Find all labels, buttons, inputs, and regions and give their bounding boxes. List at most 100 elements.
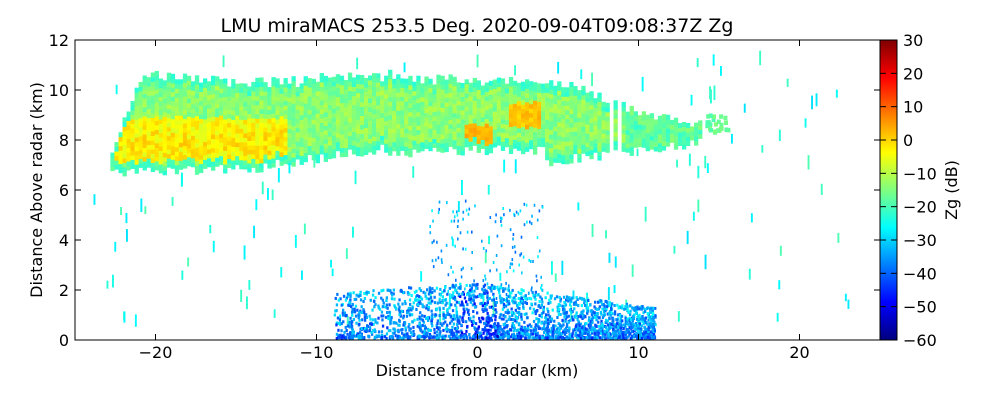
radar-cell xyxy=(423,335,426,339)
radar-cell xyxy=(398,318,401,322)
radar-cell xyxy=(335,128,341,134)
radar-cell xyxy=(512,107,518,113)
radar-cell xyxy=(456,210,458,214)
radar-cell xyxy=(287,142,292,148)
radar-cell xyxy=(279,138,284,144)
radar-cell xyxy=(307,91,312,97)
radar-cell xyxy=(343,138,349,144)
radar-cell xyxy=(231,133,236,138)
radar-cell xyxy=(259,126,264,132)
radar-cell xyxy=(436,322,439,326)
radar-cell xyxy=(565,335,568,339)
radar-cell xyxy=(295,91,300,97)
radar-cell xyxy=(162,147,167,153)
radar-cell xyxy=(545,110,550,116)
radar-cell xyxy=(597,334,600,338)
radar-cell xyxy=(219,137,224,143)
radar-cell xyxy=(231,155,236,161)
radar-cell xyxy=(525,142,530,148)
radar-cell xyxy=(541,88,546,94)
radar-cell xyxy=(207,153,212,159)
radar-cell xyxy=(433,289,436,293)
radar-cell xyxy=(134,137,139,143)
radar-cell xyxy=(476,54,479,68)
radar-cell xyxy=(643,310,647,313)
radar-cell xyxy=(636,317,639,321)
radar-cell xyxy=(400,123,405,129)
radar-cell xyxy=(319,82,324,87)
radar-cell xyxy=(448,83,453,89)
radar-cell xyxy=(106,280,109,289)
radar-cell xyxy=(190,126,196,132)
radar-cell xyxy=(219,155,224,161)
radar-cell xyxy=(231,101,236,107)
radar-cell xyxy=(114,160,119,166)
radar-cell xyxy=(637,324,640,328)
radar-cell xyxy=(118,141,123,147)
radar-cell xyxy=(612,319,615,323)
radar-cell xyxy=(423,329,426,333)
radar-cell xyxy=(303,94,308,100)
radar-cell xyxy=(335,137,341,143)
radar-cell xyxy=(472,122,477,128)
radar-cell xyxy=(275,127,280,133)
radar-cell xyxy=(558,329,561,333)
radar-cell xyxy=(351,307,354,311)
radar-cell xyxy=(436,133,441,139)
radar-cell xyxy=(682,122,687,127)
radar-cell xyxy=(335,146,341,152)
radar-cell xyxy=(570,310,573,314)
radar-cell xyxy=(541,83,546,89)
radar-cell xyxy=(581,297,584,301)
radar-cell xyxy=(504,110,510,116)
radar-cell xyxy=(311,119,316,125)
radar-cell xyxy=(444,315,447,319)
radar-cell xyxy=(448,301,451,305)
colorbar-tick-label: 0 xyxy=(903,131,913,150)
radar-cell xyxy=(335,336,338,340)
radar-cell xyxy=(569,95,574,101)
radar-cell xyxy=(380,108,385,114)
radar-cell xyxy=(456,213,459,217)
radar-cell xyxy=(489,216,492,219)
radar-cell xyxy=(367,291,370,294)
radar-cell xyxy=(654,306,657,310)
radar-cell xyxy=(347,126,353,132)
radar-cell xyxy=(438,332,441,336)
radar-cell xyxy=(502,323,505,327)
radar-cell xyxy=(490,336,493,340)
radar-cell xyxy=(170,159,176,165)
radar-cell xyxy=(431,259,434,263)
radar-cell xyxy=(637,124,642,130)
radar-cell xyxy=(134,105,139,111)
radar-cell xyxy=(335,323,338,327)
radar-cell xyxy=(504,106,510,112)
radar-cell xyxy=(587,329,590,333)
radar-cell xyxy=(537,110,542,116)
radar-cell xyxy=(641,133,646,139)
radar-cell xyxy=(263,113,268,119)
radar-cell xyxy=(223,92,228,97)
radar-cell xyxy=(591,317,594,321)
radar-cell xyxy=(263,145,268,151)
radar-cell xyxy=(444,129,449,135)
radar-cell xyxy=(537,255,539,259)
radar-cell xyxy=(416,84,421,90)
radar-cell xyxy=(178,83,184,89)
radar-cell xyxy=(291,148,296,154)
radar-cell xyxy=(507,299,511,303)
radar-cell xyxy=(223,78,228,84)
radar-cell xyxy=(219,128,224,134)
radar-cell xyxy=(215,143,220,149)
radar-cell xyxy=(335,92,341,98)
radar-cell xyxy=(620,324,623,328)
radar-cell xyxy=(146,113,151,119)
radar-cell xyxy=(178,137,184,143)
radar-cell xyxy=(267,141,272,147)
radar-cell xyxy=(577,157,582,163)
radar-cell xyxy=(601,335,604,338)
radar-cell xyxy=(452,121,457,127)
radar-cell xyxy=(470,267,473,270)
radar-cell xyxy=(438,200,441,204)
radar-cell xyxy=(657,142,663,148)
